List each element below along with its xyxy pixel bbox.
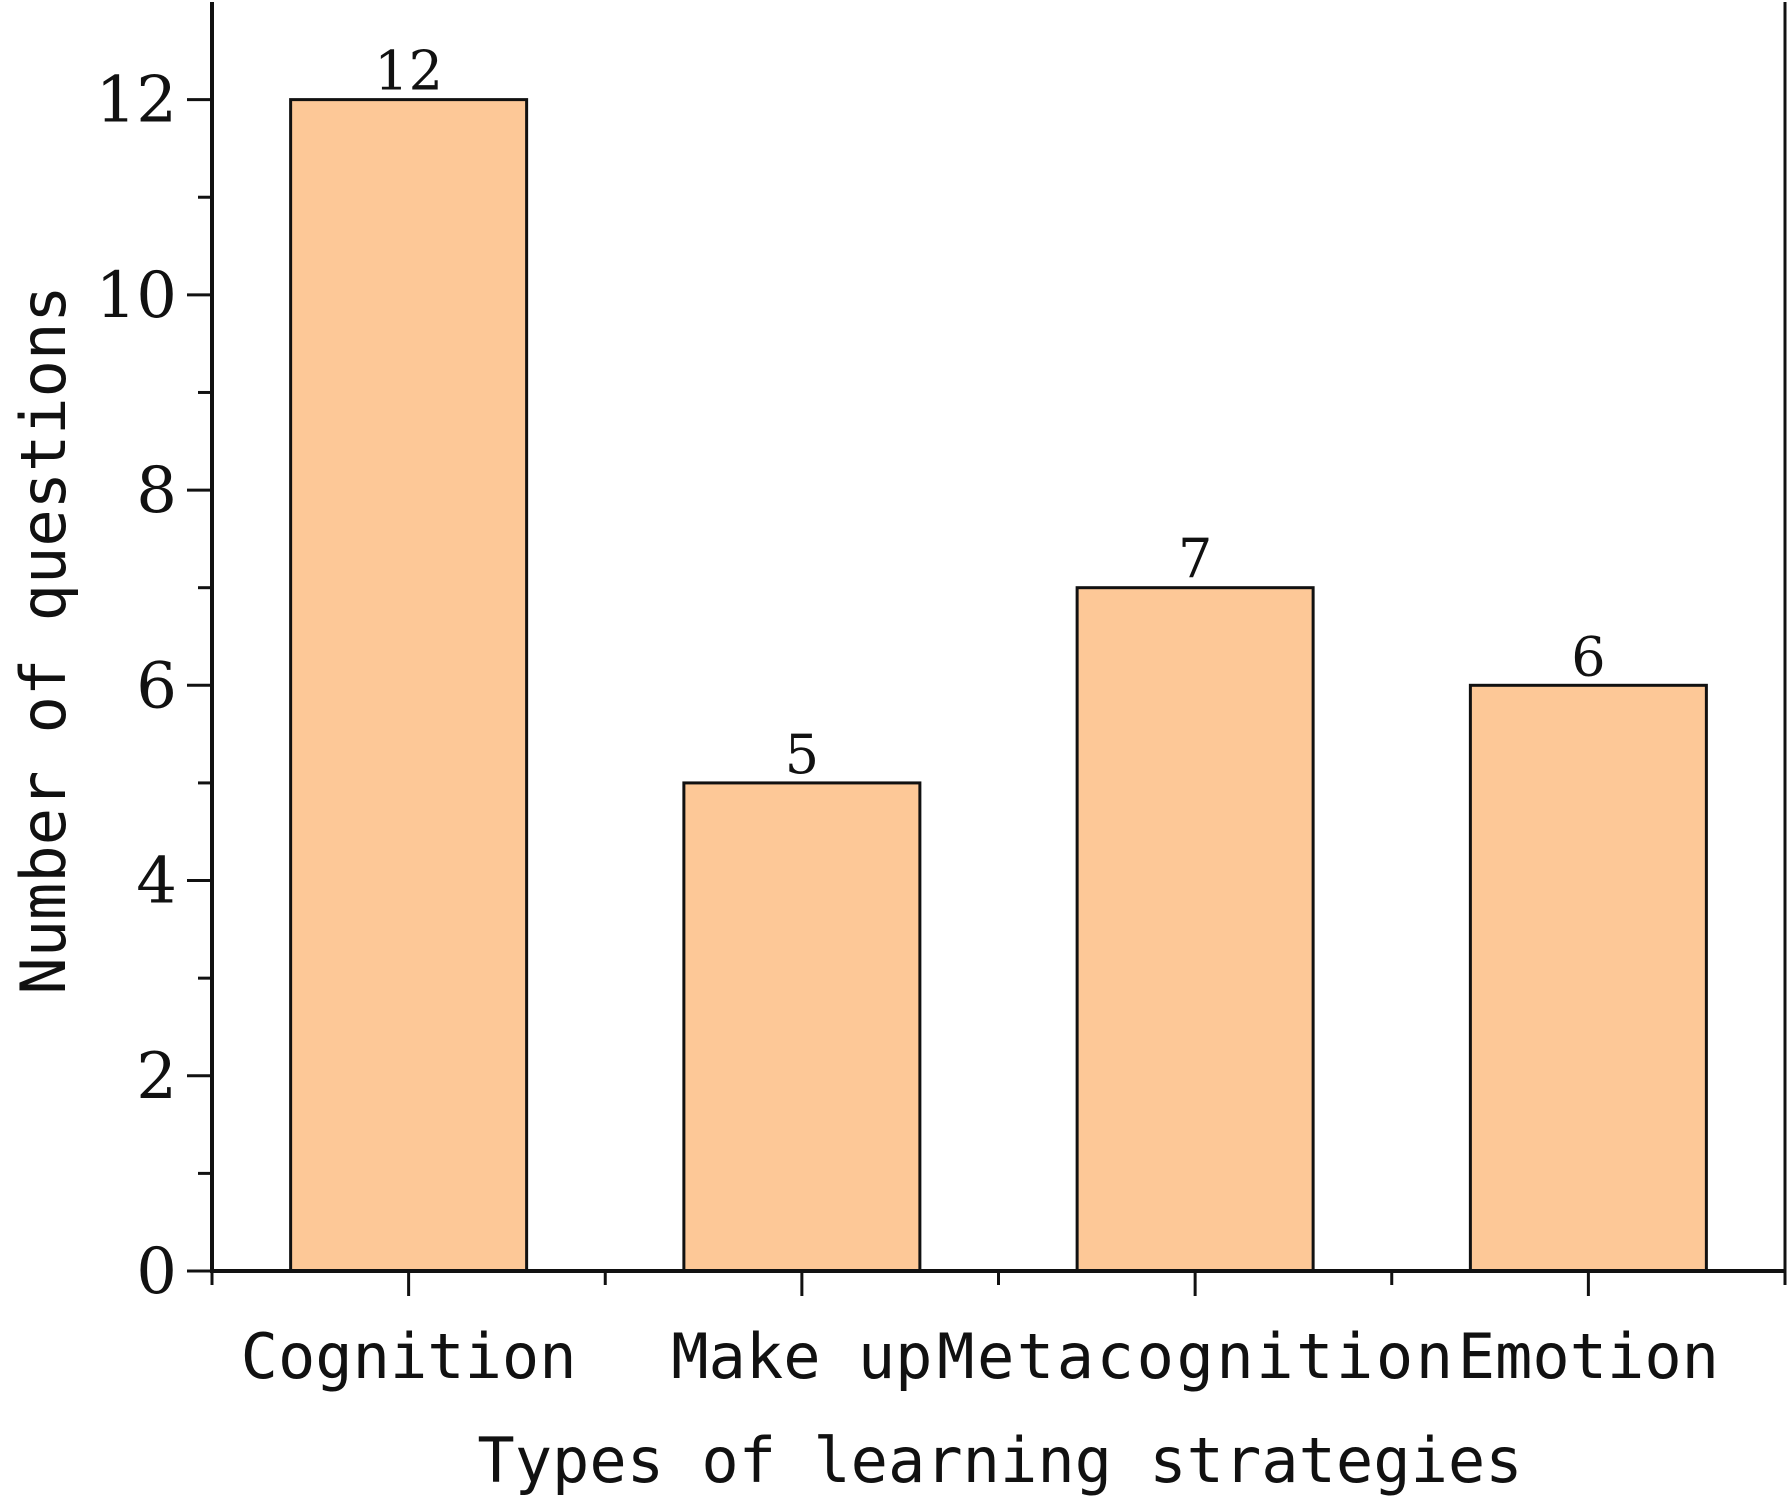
y-tick-label: 4 — [136, 845, 177, 919]
data-label: 12 — [374, 40, 443, 103]
y-tick-label: 2 — [136, 1040, 177, 1114]
bars-group — [289, 98, 1708, 1273]
x-tick-label: Metacognition — [937, 1320, 1453, 1393]
y-tick-label: 8 — [136, 454, 177, 528]
y-tick-label: 0 — [136, 1235, 177, 1309]
bar-metacognition — [1075, 586, 1315, 1273]
y-axis-title: Number of questions — [7, 285, 80, 994]
bar-make-up — [682, 781, 922, 1273]
y-tick-label: 10 — [96, 259, 177, 333]
bar-cognition — [289, 98, 529, 1273]
y-tick-label: 12 — [96, 64, 177, 138]
bar-emotion — [1468, 683, 1708, 1273]
x-tick-labels: Cognition Make up Metacognition Emotion — [241, 1320, 1719, 1393]
data-label: 7 — [1178, 528, 1212, 591]
x-axis-title: Types of learning strategies — [477, 1424, 1522, 1496]
axes-group — [187, 2, 1787, 1296]
x-tick-label: Emotion — [1458, 1320, 1719, 1393]
x-tick-label: Cognition — [241, 1320, 577, 1393]
data-label: 5 — [785, 723, 819, 786]
data-label: 6 — [1571, 625, 1605, 688]
data-labels: 12 5 7 6 — [374, 40, 1605, 786]
y-tick-labels: 0 2 4 6 8 10 12 — [96, 64, 177, 1309]
y-tick-label: 6 — [136, 649, 177, 723]
x-tick-label: Make up — [671, 1320, 932, 1393]
